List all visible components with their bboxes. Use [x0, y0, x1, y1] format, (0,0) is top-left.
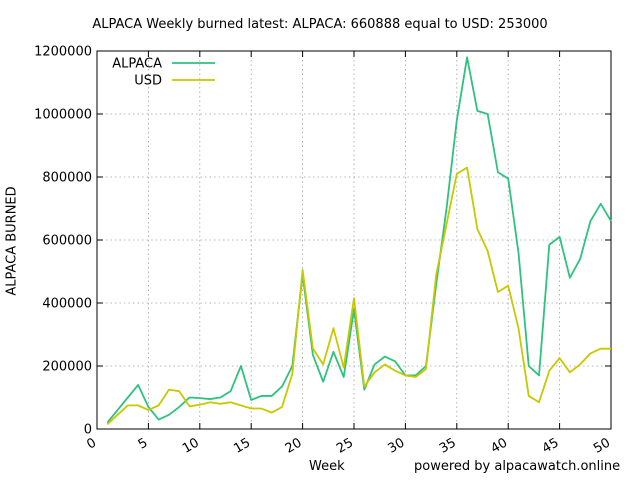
y-tick-label: 600000 — [42, 234, 92, 249]
x-tick-label: 50 — [591, 435, 613, 456]
legend: ALPACA USD — [112, 57, 215, 89]
x-tick-label: 5 — [136, 435, 151, 452]
legend-label: ALPACA — [112, 57, 162, 72]
x-tick-label: 15 — [231, 435, 253, 456]
axis-ticks: 0 200000 400000 600000 800000 1000000 1200000 0… — [34, 45, 613, 457]
y-axis-label: ALPACA BURNED — [4, 186, 20, 296]
x-axis-label: Week — [309, 459, 345, 474]
x-tick-label: 10 — [180, 435, 202, 456]
y-tick-label: 200000 — [42, 360, 92, 375]
x-tick-label: 30 — [386, 435, 408, 456]
series-lines — [106, 56, 612, 425]
x-tick-label: 25 — [334, 435, 356, 456]
series-line-usd — [106, 166, 611, 425]
y-tick-label: 800000 — [42, 171, 92, 186]
legend-label: USD — [134, 74, 162, 89]
grid-lines — [97, 51, 611, 429]
chart-title: ALPACA Weekly burned latest: ALPACA: 660… — [92, 17, 548, 32]
x-tick-label: 20 — [283, 435, 305, 456]
y-tick-label: 400000 — [42, 297, 92, 312]
y-tick-label: 1200000 — [34, 45, 92, 60]
y-tick-label: 0 — [84, 423, 92, 438]
y-tick-label: 1000000 — [34, 108, 92, 123]
x-tick-label: 40 — [488, 435, 510, 456]
x-tick-label: 45 — [540, 435, 562, 456]
x-tick-label: 35 — [437, 435, 459, 456]
credit-text: powered by alpacawatch.online — [414, 459, 621, 474]
plot-border — [96, 50, 612, 430]
x-tick-label: 0 — [84, 435, 99, 452]
